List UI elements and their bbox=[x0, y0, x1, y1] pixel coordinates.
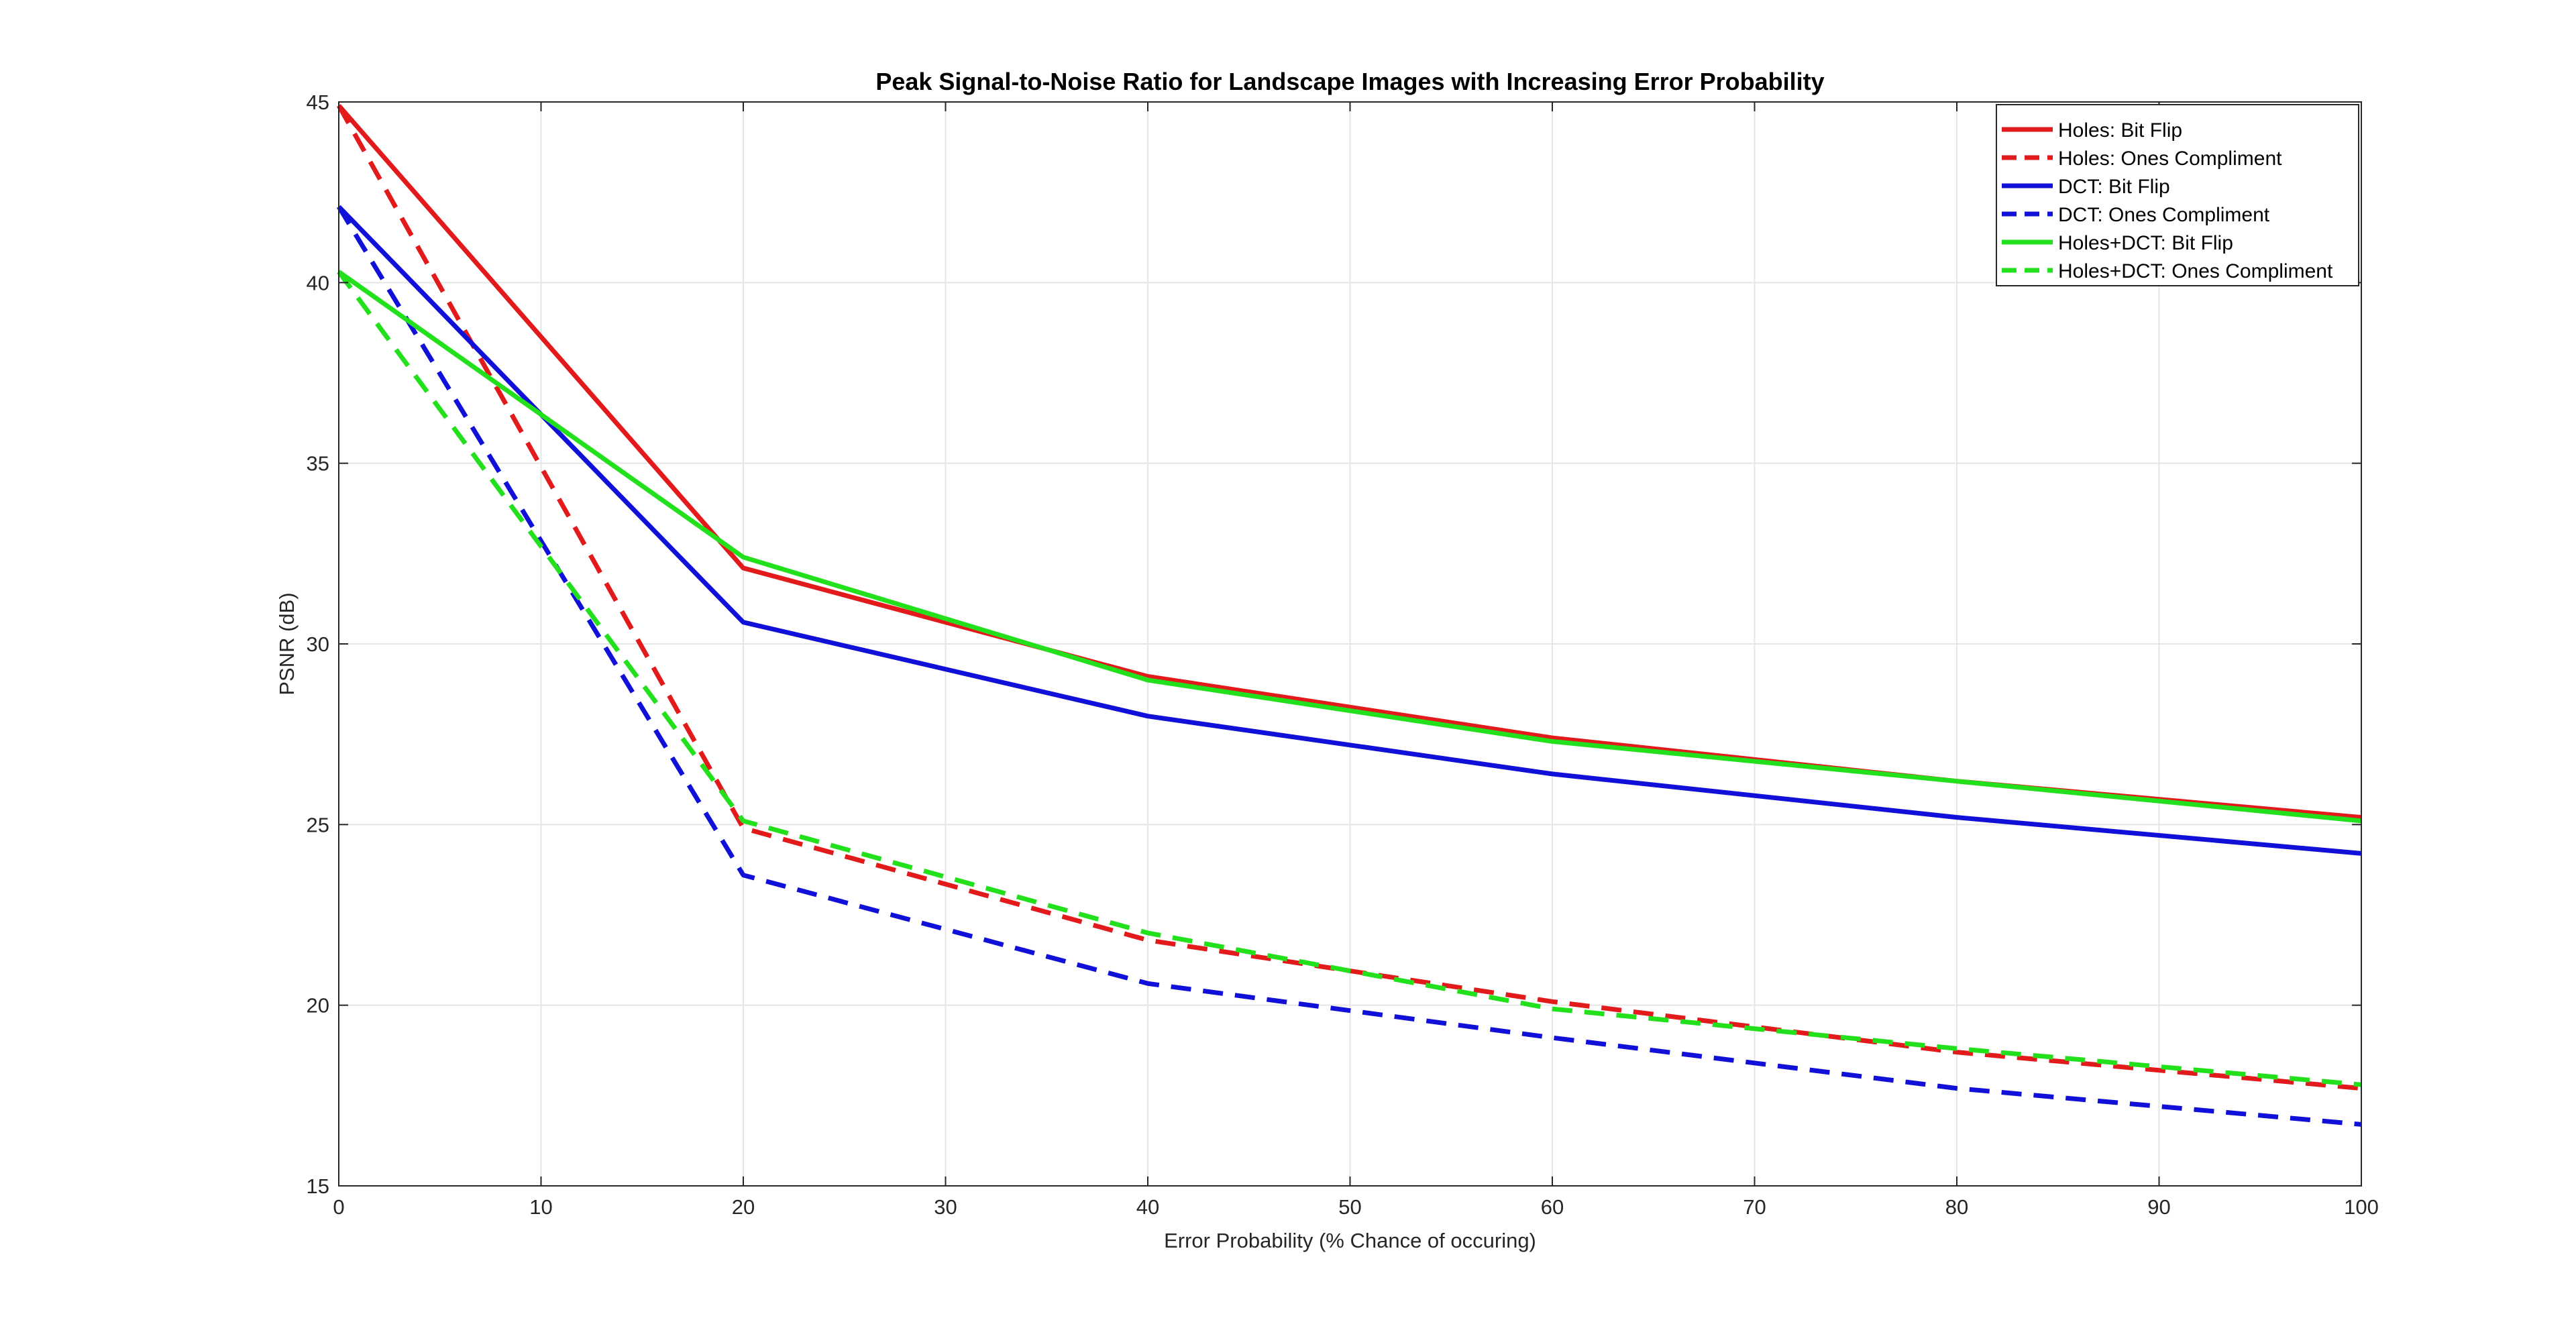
series-line bbox=[337, 205, 2362, 856]
y-tick-label: 15 bbox=[307, 1174, 329, 1198]
x-tick-label: 90 bbox=[2147, 1195, 2170, 1219]
x-tick-label: 100 bbox=[2344, 1195, 2379, 1219]
series-line bbox=[337, 270, 2362, 1087]
legend: Holes: Bit Flip Holes: Ones Compliment DCT… bbox=[1996, 104, 2359, 286]
legend-entry-label: Holes: Bit Flip bbox=[2058, 119, 2182, 142]
y-axis-label: PSNR (dB) bbox=[275, 592, 299, 695]
x-tick-label: 80 bbox=[1945, 1195, 1968, 1219]
series-lines bbox=[336, 104, 2362, 1127]
y-tick-label: 40 bbox=[307, 271, 329, 294]
x-tick-label: 10 bbox=[529, 1195, 552, 1219]
y-tick-label: 20 bbox=[307, 994, 329, 1018]
series-line bbox=[337, 205, 2362, 1127]
series-line bbox=[337, 270, 2362, 824]
x-tick-label: 20 bbox=[732, 1195, 755, 1219]
axes: 0 10 20 30 40 50 60 70 80 90 100 15 20 25 30 35 40 45 bbox=[307, 91, 2379, 1219]
legend-entry-label: Holes: Ones Compliment bbox=[2058, 148, 2282, 170]
chart-title: Peak Signal-to-Noise Ratio for Landscape… bbox=[875, 68, 1824, 95]
legend-entry-label: Holes+DCT: Ones Compliment bbox=[2058, 260, 2333, 282]
legend-entry-label: DCT: Ones Compliment bbox=[2058, 204, 2270, 226]
x-tick-label: 60 bbox=[1541, 1195, 1564, 1219]
y-tick-label: 45 bbox=[307, 91, 329, 114]
x-tick-label: 70 bbox=[1743, 1195, 1766, 1219]
legend-entry-label: Holes+DCT: Bit Flip bbox=[2058, 232, 2233, 254]
x-tick-label: 30 bbox=[934, 1195, 957, 1219]
y-tick-label: 35 bbox=[307, 452, 329, 476]
y-tick-label: 25 bbox=[307, 813, 329, 836]
legend-entry-label: DCT: Bit Flip bbox=[2058, 176, 2170, 198]
x-tick-label: 50 bbox=[1338, 1195, 1361, 1219]
x-tick-label: 0 bbox=[333, 1195, 344, 1219]
x-tick-label: 40 bbox=[1136, 1195, 1159, 1219]
x-axis-label: Error Probability (% Chance of occuring) bbox=[1164, 1229, 1536, 1252]
legend-box bbox=[1996, 104, 2359, 286]
y-tick-label: 30 bbox=[307, 633, 329, 656]
